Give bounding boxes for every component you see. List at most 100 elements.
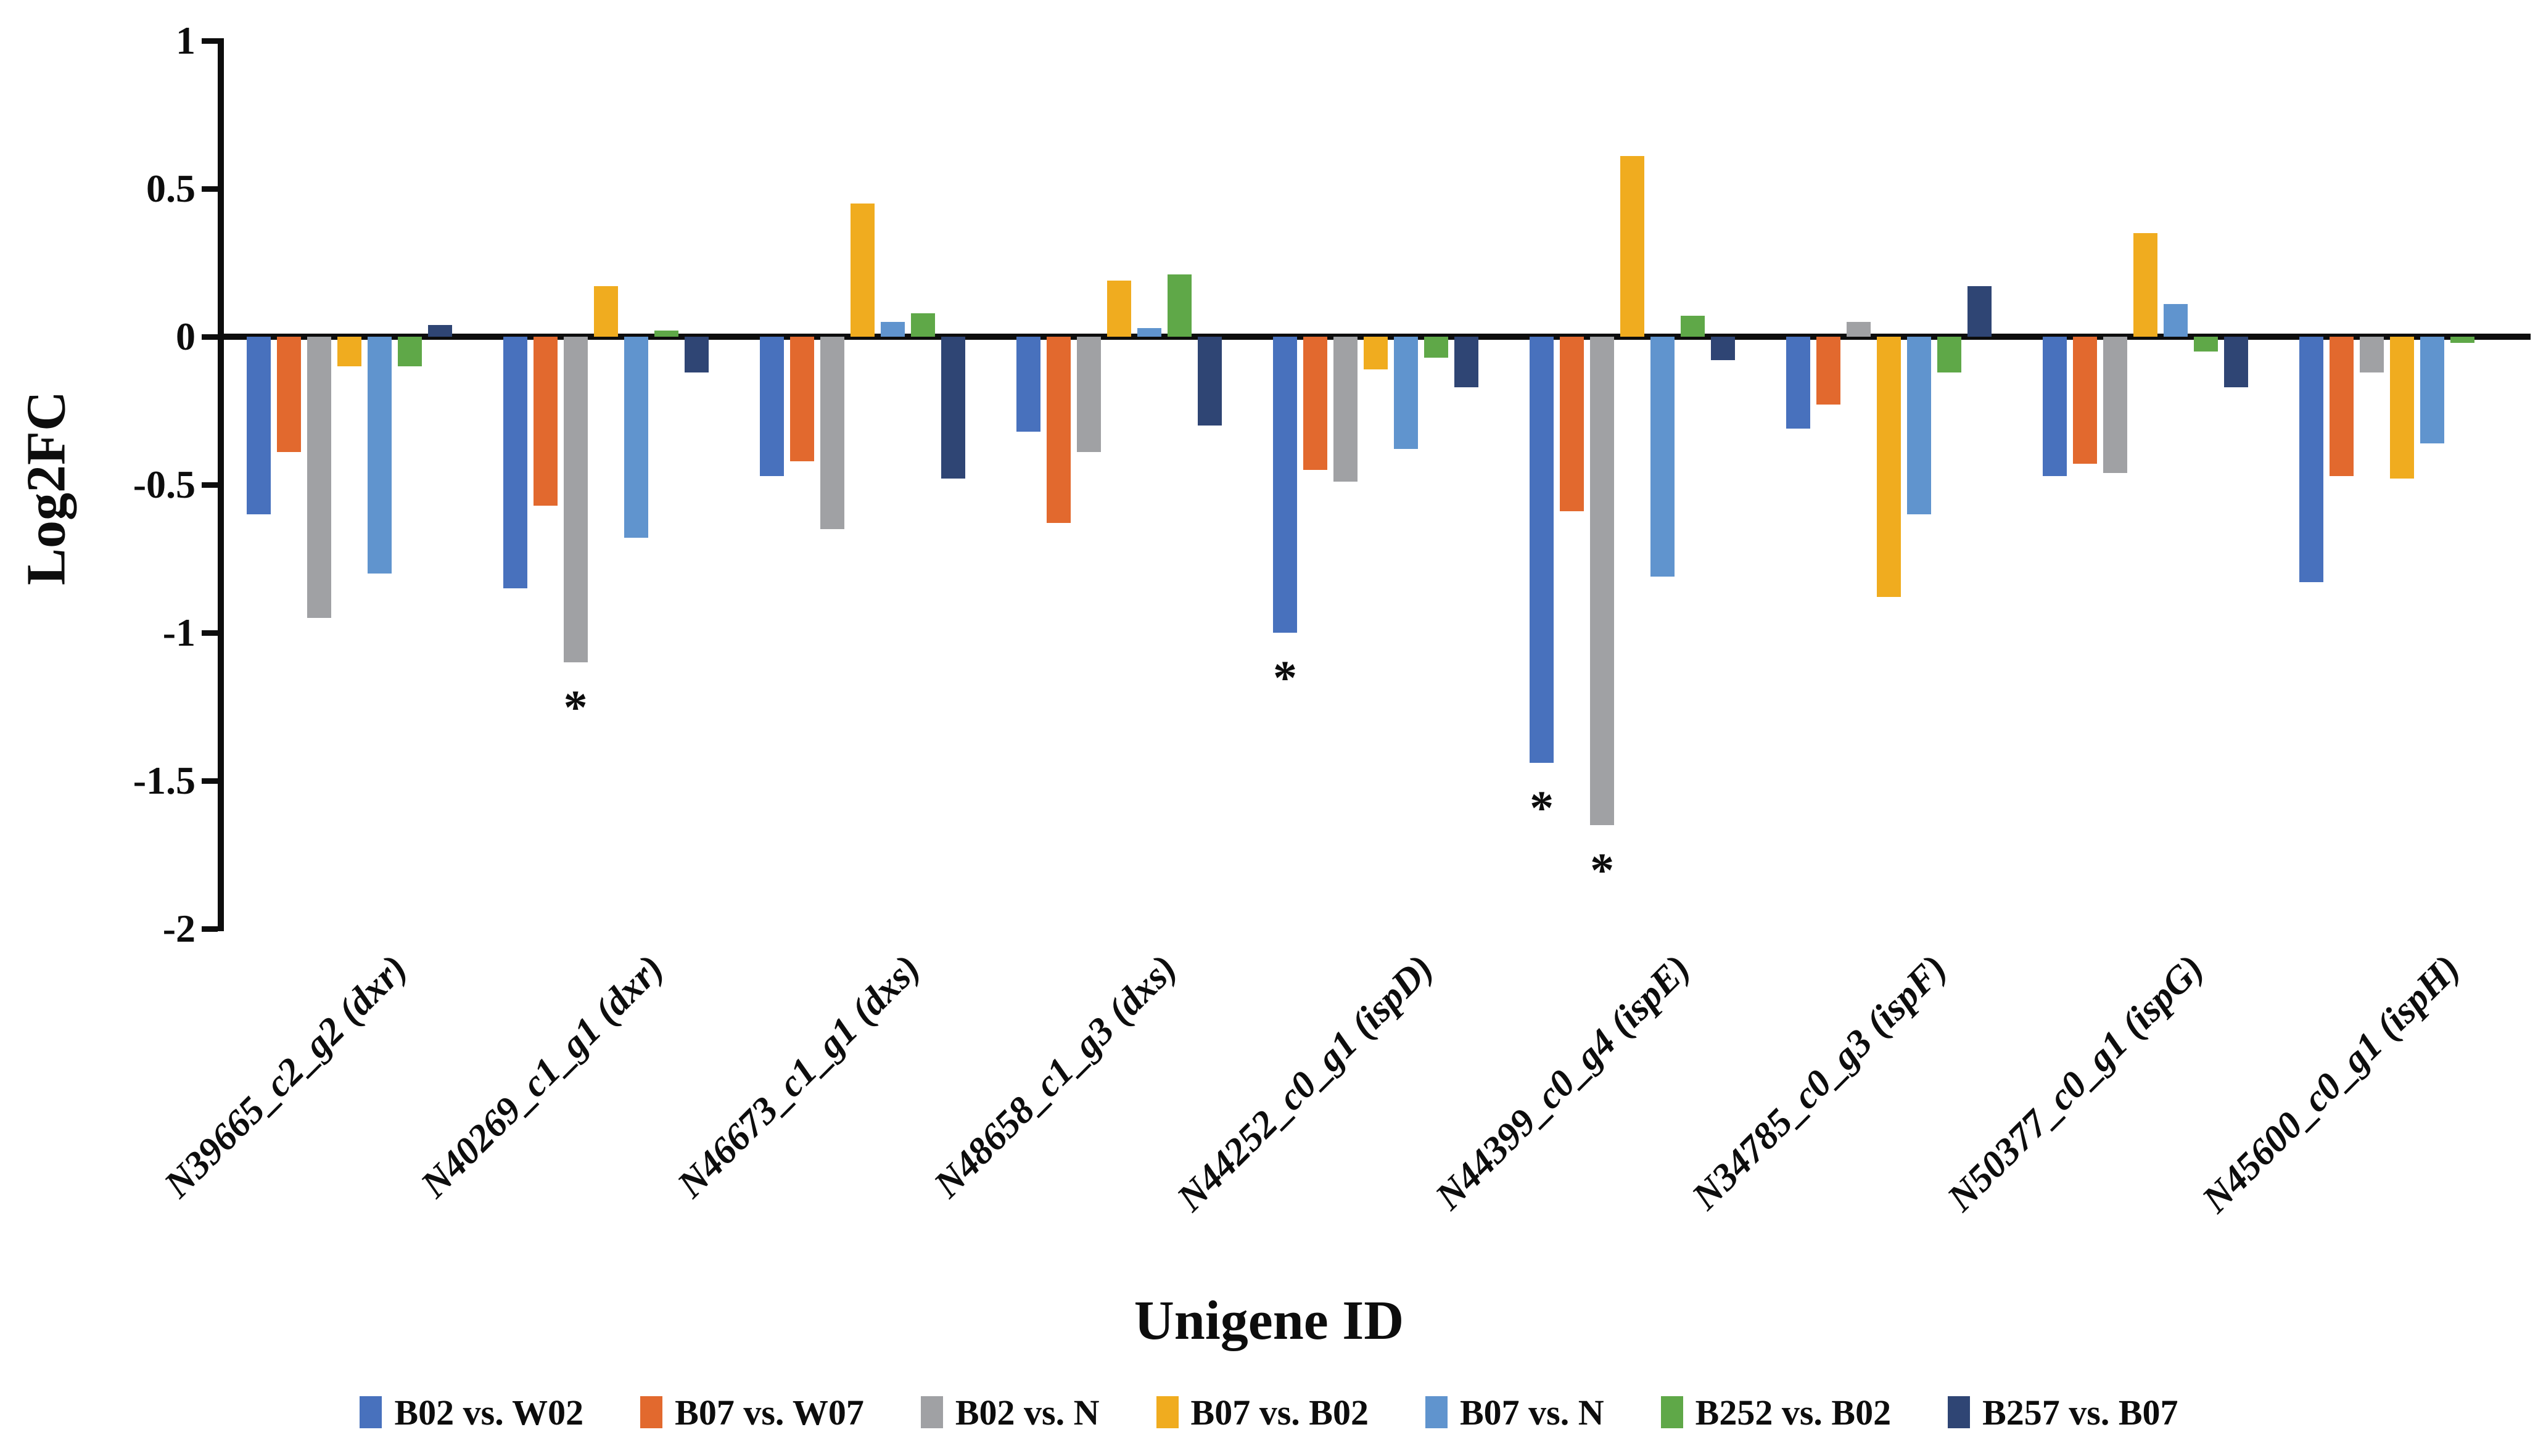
- legend-swatch: [360, 1396, 382, 1428]
- y-tick-mark: [202, 630, 218, 636]
- legend-swatch: [1425, 1396, 1448, 1428]
- legend-label: B07 vs. W07: [675, 1392, 864, 1433]
- bar-b07-vs-b02: [850, 204, 875, 337]
- bar-b252-vs-b02: [1937, 337, 1962, 372]
- bar-b02-vs-n: [307, 337, 331, 618]
- y-axis-title: Log2FC: [15, 391, 77, 585]
- significance-asterisk: *: [1273, 651, 1297, 704]
- y-tick-mark: [202, 334, 218, 340]
- legend-label: B07 vs. B02: [1190, 1392, 1369, 1433]
- bar-b07-vs-b02: [1620, 156, 1645, 337]
- bar-b07-vs-w07: [789, 337, 814, 461]
- legend-swatch: [1948, 1396, 1971, 1428]
- bar-b02-vs-n: [2360, 337, 2384, 372]
- y-tick-mark: [202, 186, 218, 192]
- bar-b257-vs-b07: [1454, 337, 1478, 387]
- bar-b07-vs-w07: [533, 337, 558, 506]
- bar-b07-vs-w07: [1303, 337, 1327, 470]
- legend-label: B02 vs. W02: [394, 1392, 584, 1433]
- y-tick-mark: [202, 926, 218, 932]
- bar-b02-vs-w02: [1273, 337, 1297, 633]
- bar-b02-vs-n: [2103, 337, 2128, 473]
- bar-b07-vs-w07: [1046, 337, 1071, 524]
- bar-b257-vs-b07: [941, 337, 965, 479]
- x-category-label: N44252_c0_g1 (ispD): [1169, 947, 1442, 1220]
- bar-b02-vs-w02: [246, 337, 271, 514]
- legend-swatch: [1660, 1396, 1683, 1428]
- x-axis-title: Unigene ID: [1134, 1290, 1404, 1351]
- x-category-label: N50377_c0_g1 (ispG): [1939, 947, 2212, 1220]
- bar-b07-vs-b02: [2390, 337, 2415, 479]
- legend-item: B252 vs. B02: [1660, 1392, 1892, 1433]
- significance-asterisk: *: [1590, 843, 1615, 897]
- x-category-label: N39665_c2_g2 (dxr): [156, 947, 415, 1206]
- bar-b07-vs-n: [2420, 337, 2445, 443]
- legend-swatch: [640, 1396, 663, 1428]
- bar-b252-vs-b02: [2194, 337, 2219, 352]
- legend-item: B07 vs. W07: [640, 1392, 864, 1433]
- legend-item: B257 vs. B07: [1948, 1392, 2178, 1433]
- bar-b02-vs-n: [1847, 322, 1871, 337]
- bar-b252-vs-b02: [397, 337, 422, 366]
- bar-b07-vs-n: [1394, 337, 1418, 450]
- bar-b07-vs-w07: [1560, 337, 1584, 512]
- y-tick-label: -1.5: [133, 759, 196, 802]
- bar-b252-vs-b02: [654, 331, 678, 337]
- legend-label: B252 vs. B02: [1695, 1392, 1892, 1433]
- legend-label: B257 vs. B07: [1982, 1392, 2178, 1433]
- y-tick-label: -0.5: [133, 463, 196, 506]
- bar-b07-vs-b02: [593, 286, 618, 337]
- legend-item: B07 vs. N: [1425, 1392, 1604, 1433]
- bar-b02-vs-w02: [2043, 337, 2067, 476]
- x-category-label: N46673_c1_g1 (dxs): [669, 947, 929, 1206]
- x-category-label: N44399_c0_g4 (ispE): [1427, 947, 1699, 1218]
- legend-item: B07 vs. B02: [1156, 1392, 1369, 1433]
- bar-b252-vs-b02: [1167, 274, 1192, 337]
- bar-b07-vs-n: [2164, 304, 2188, 337]
- bar-b257-vs-b07: [2224, 337, 2249, 387]
- y-tick-label: 1: [176, 19, 196, 62]
- y-axis-line: [218, 38, 224, 931]
- bar-b02-vs-n: [820, 337, 844, 529]
- y-tick-label: -1: [162, 611, 196, 654]
- bar-b07-vs-n: [1907, 337, 1932, 514]
- y-tick-mark: [202, 778, 218, 784]
- bar-b07-vs-b02: [337, 337, 361, 366]
- y-tick-label: 0: [176, 315, 196, 358]
- bar-b252-vs-b02: [1424, 337, 1448, 358]
- bar-b07-vs-b02: [1877, 337, 1901, 598]
- y-tick-label: -2: [162, 907, 196, 950]
- bar-b02-vs-w02: [2299, 337, 2324, 583]
- bar-b02-vs-n: [563, 337, 588, 662]
- bar-b252-vs-b02: [910, 313, 935, 337]
- bar-b252-vs-b02: [2450, 337, 2475, 343]
- bar-b07-vs-n: [367, 337, 392, 574]
- bar-b07-vs-w07: [276, 337, 301, 453]
- bar-b07-vs-b02: [2133, 233, 2158, 337]
- bar-b07-vs-w07: [1816, 337, 1841, 405]
- bar-b07-vs-n: [1650, 337, 1675, 577]
- bar-b257-vs-b07: [1711, 337, 1736, 361]
- bar-b07-vs-b02: [1106, 280, 1131, 337]
- bar-b02-vs-w02: [1786, 337, 1811, 429]
- legend-item: B02 vs. W02: [360, 1392, 583, 1433]
- legend-swatch: [920, 1396, 943, 1428]
- x-category-label: N34785_c0_g3 (ispF): [1684, 947, 1955, 1218]
- legend-item: B02 vs. N: [920, 1392, 1100, 1433]
- significance-asterisk: *: [563, 680, 588, 734]
- legend: B02 vs. W02 B07 vs. W07 B02 vs. N B07 vs. B…: [0, 1378, 2538, 1446]
- y-tick-label: 0.5: [146, 167, 196, 210]
- bar-b257-vs-b07: [1197, 337, 1222, 426]
- bar-b02-vs-n: [1076, 337, 1101, 453]
- significance-asterisk: *: [1530, 781, 1554, 835]
- bar-b02-vs-w02: [759, 337, 784, 476]
- bar-b07-vs-n: [624, 337, 648, 538]
- bar-b257-vs-b07: [684, 337, 709, 372]
- legend-swatch: [1156, 1396, 1179, 1428]
- x-category-label: N45600_c0_g1 (ispH): [2194, 947, 2468, 1221]
- bar-b02-vs-n: [1333, 337, 1358, 482]
- legend-label: B02 vs. N: [955, 1392, 1100, 1433]
- y-tick-mark: [202, 38, 218, 44]
- bar-b07-vs-b02: [1364, 337, 1388, 369]
